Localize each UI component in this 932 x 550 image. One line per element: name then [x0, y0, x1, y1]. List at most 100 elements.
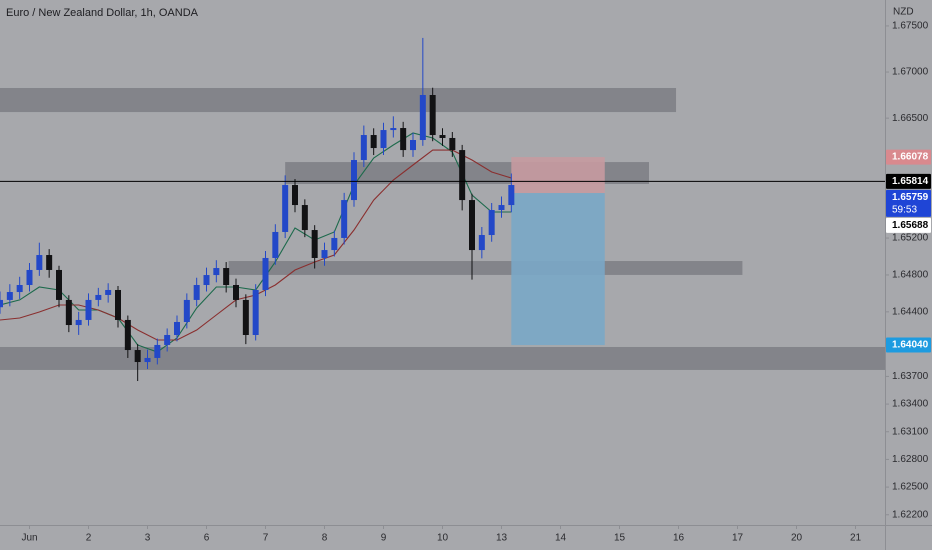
candle-body [183, 299, 190, 322]
candle-body [36, 255, 43, 270]
candle-body [154, 344, 161, 358]
candle-body [115, 289, 121, 320]
candle-body [164, 334, 171, 345]
candle-body [419, 95, 426, 141]
x-tick-label: 17 [732, 533, 744, 544]
y-tick-label: 1.63700 [892, 371, 929, 382]
candle-body [262, 257, 269, 290]
candle-body [193, 285, 200, 300]
price-tag-label: 1.65759 [892, 192, 929, 203]
candle-body [242, 299, 249, 335]
y-tick-label: 1.63100 [892, 426, 929, 437]
x-tick-label: 16 [673, 533, 685, 544]
x-tick-label: 15 [614, 533, 626, 544]
candle-body [429, 95, 436, 136]
candle-body [6, 292, 13, 300]
candle-body [46, 255, 53, 270]
zone [0, 346, 885, 370]
candle-body [341, 200, 348, 238]
candle-body [370, 135, 377, 149]
candle-body [85, 299, 92, 320]
candle-body [134, 350, 141, 363]
candle-body [311, 230, 318, 258]
candle-body [508, 185, 515, 206]
candle-body [410, 140, 416, 151]
target-area [511, 193, 605, 346]
price-tag [886, 217, 931, 233]
zone [0, 87, 677, 113]
plot [0, 37, 885, 382]
x-tick-label: 9 [381, 533, 387, 544]
candle-body [390, 128, 397, 131]
candle-body [75, 319, 82, 326]
y-tick-label: 1.63400 [892, 399, 929, 410]
x-tick-label: 14 [555, 533, 567, 544]
x-tick-label: 6 [204, 533, 210, 544]
candle-body [56, 269, 62, 300]
candle-body [469, 200, 475, 251]
y-tick-label: 1.67500 [892, 21, 929, 32]
candle-body [95, 294, 102, 300]
y-tick-label: 1.62200 [892, 509, 929, 520]
candle-body [213, 268, 220, 276]
candle-body [203, 275, 210, 286]
candle-body [292, 185, 298, 206]
x-tick-label: 8 [322, 533, 328, 544]
x-tick-label: 10 [437, 533, 449, 544]
x-tick-label: 7 [263, 533, 269, 544]
candle-body [65, 299, 72, 326]
x-tick-label: 13 [496, 533, 508, 544]
x-tick-label: 3 [145, 533, 151, 544]
candle-body [301, 205, 308, 231]
countdown: 59:53 [892, 205, 917, 216]
y-tick-label: 1.67000 [892, 67, 929, 78]
candle-body [174, 321, 180, 335]
x-tick-label: 20 [791, 533, 803, 544]
y-axis-label: NZD [893, 7, 914, 18]
price-tag-label: 1.65688 [892, 220, 929, 231]
candle-body [252, 289, 259, 335]
candle-body [400, 128, 407, 151]
candle-body [498, 205, 505, 211]
zone [228, 261, 743, 275]
candle-body [16, 285, 23, 293]
candle-body [449, 137, 456, 151]
y-tick-label: 1.64800 [892, 270, 929, 281]
candle-body [282, 185, 289, 232]
candle-body [144, 357, 151, 363]
candle-body [124, 319, 131, 351]
price-tag [886, 173, 931, 189]
price-tag-label: 1.66078 [892, 152, 929, 163]
price-tag [886, 149, 931, 165]
candle-body [321, 250, 328, 258]
candle-body [478, 235, 485, 251]
candle-body [331, 237, 338, 251]
candle-body [105, 289, 112, 295]
candle-body [459, 150, 466, 201]
candle-body [233, 285, 239, 300]
y-tick-label: 1.62500 [892, 482, 929, 493]
candle-body [0, 299, 3, 308]
price-tag-label: 1.65814 [892, 176, 929, 187]
price-tag-label: 1.64040 [892, 340, 929, 351]
y-tick-label: 1.64400 [892, 306, 929, 317]
candle-body [488, 210, 495, 236]
candle-body [26, 269, 33, 286]
y-tick-label: 1.62800 [892, 454, 929, 465]
candle-body [272, 231, 279, 258]
x-tick-label: 21 [850, 533, 862, 544]
candle-body [223, 268, 230, 286]
chart-title: Euro / New Zealand Dollar, 1h, OANDA [6, 7, 199, 19]
x-tick-label: Jun [21, 533, 37, 544]
price-tag [886, 337, 931, 353]
y-tick-label: 1.65200 [892, 233, 929, 244]
y-tick-label: 1.66500 [892, 113, 929, 124]
candle-body [351, 160, 357, 201]
candle-body [439, 135, 446, 138]
stop-area [511, 157, 605, 194]
price-tag [886, 189, 931, 217]
candle-body [360, 135, 367, 161]
